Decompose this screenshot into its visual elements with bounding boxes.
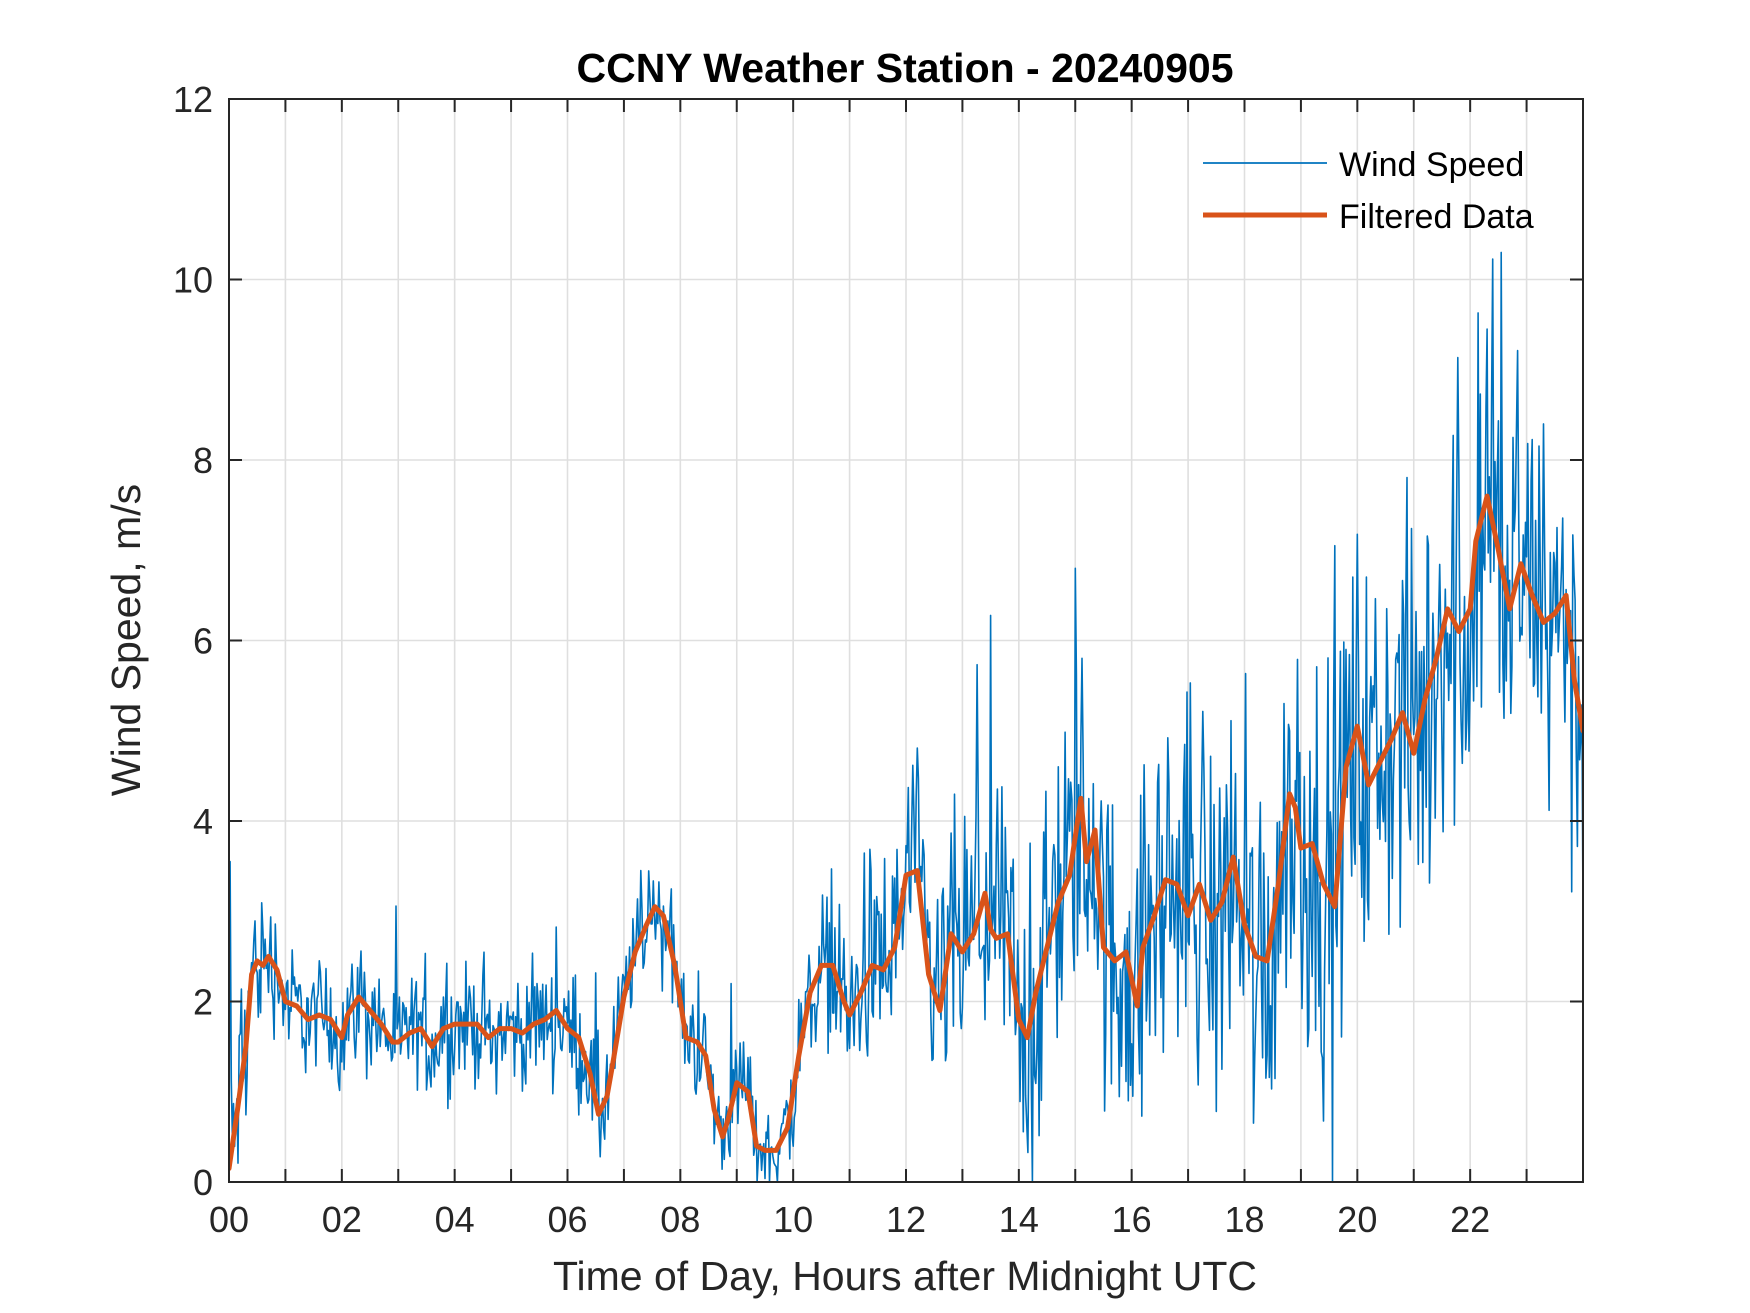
x-tick-label: 16 (1112, 1199, 1152, 1240)
x-tick-label: 14 (999, 1199, 1039, 1240)
legend-wind-speed-label: Wind Speed (1339, 146, 1524, 184)
y-tick-label: 12 (173, 79, 213, 120)
legend-filtered-data-label: Filtered Data (1339, 198, 1534, 236)
y-tick-label: 6 (193, 621, 213, 662)
filtered-data-series-line (229, 493, 1583, 1171)
x-tick-label: 10 (773, 1199, 813, 1240)
x-tick-label: 00 (209, 1199, 249, 1240)
x-tick-label: 22 (1450, 1199, 1490, 1240)
plot-area (229, 251, 1583, 1182)
x-tick-label: 04 (435, 1199, 475, 1240)
x-tick-label: 12 (886, 1199, 926, 1240)
y-tick-label: 2 (193, 982, 213, 1023)
axes-box (228, 98, 1584, 1183)
x-tick-label: 18 (1224, 1199, 1264, 1240)
x-tick-label: 02 (322, 1199, 362, 1240)
y-tick-label: 10 (173, 260, 213, 301)
x-tick-label: 20 (1337, 1199, 1377, 1240)
y-tick-label: 8 (193, 440, 213, 481)
y-axis-label: Wind Speed, m/s (103, 484, 149, 796)
y-tick-label: 0 (193, 1162, 213, 1203)
legend: Wind Speed Filtered Data (1203, 146, 1534, 236)
x-tick-label: 08 (660, 1199, 700, 1240)
x-tick-label: 06 (547, 1199, 587, 1240)
x-axis-label: Time of Day, Hours after Midnight UTC (553, 1253, 1257, 1299)
wind-speed-series-line (229, 251, 1583, 1182)
y-tick-label: 4 (193, 801, 213, 842)
chart-title: CCNY Weather Station - 20240905 (576, 45, 1233, 91)
